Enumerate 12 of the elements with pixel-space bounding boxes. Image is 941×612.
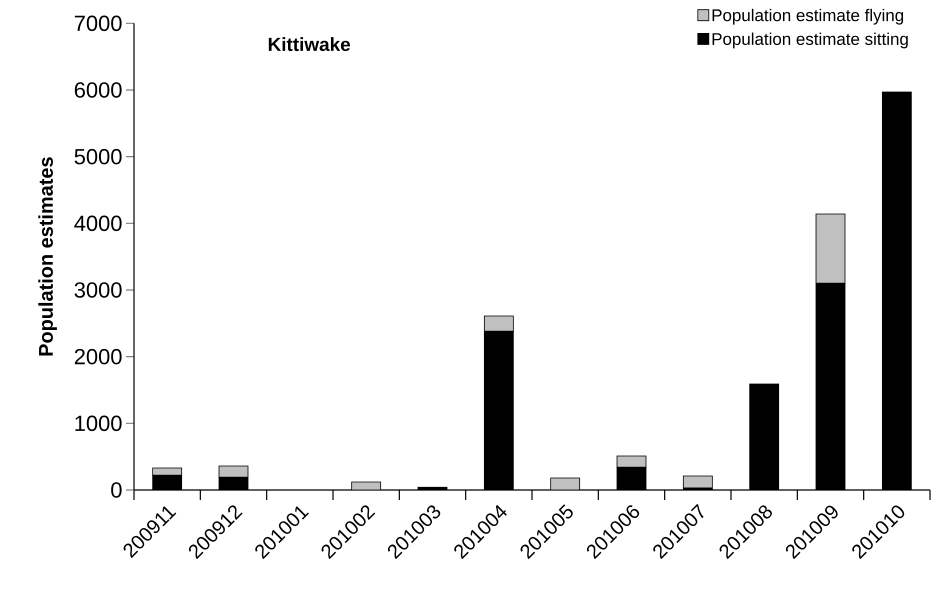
legend-label: Population estimate sitting — [712, 32, 908, 48]
legend-label: Population estimate flying — [712, 8, 904, 25]
y-tick-label: 2000 — [74, 348, 122, 364]
y-tick-label: 6000 — [74, 82, 122, 98]
y-tick-label: 5000 — [74, 148, 122, 164]
y-tick-label: 1000 — [75, 416, 122, 432]
y-tick-label: 7000 — [74, 16, 122, 32]
y-tick-label: 4000 — [74, 216, 122, 232]
y-tick-label: 3000 — [74, 282, 122, 298]
y-tick-label: 0 — [111, 482, 122, 498]
y-axis-title: Population estimates — [38, 157, 57, 356]
text: Kittiwake — [268, 37, 350, 52]
